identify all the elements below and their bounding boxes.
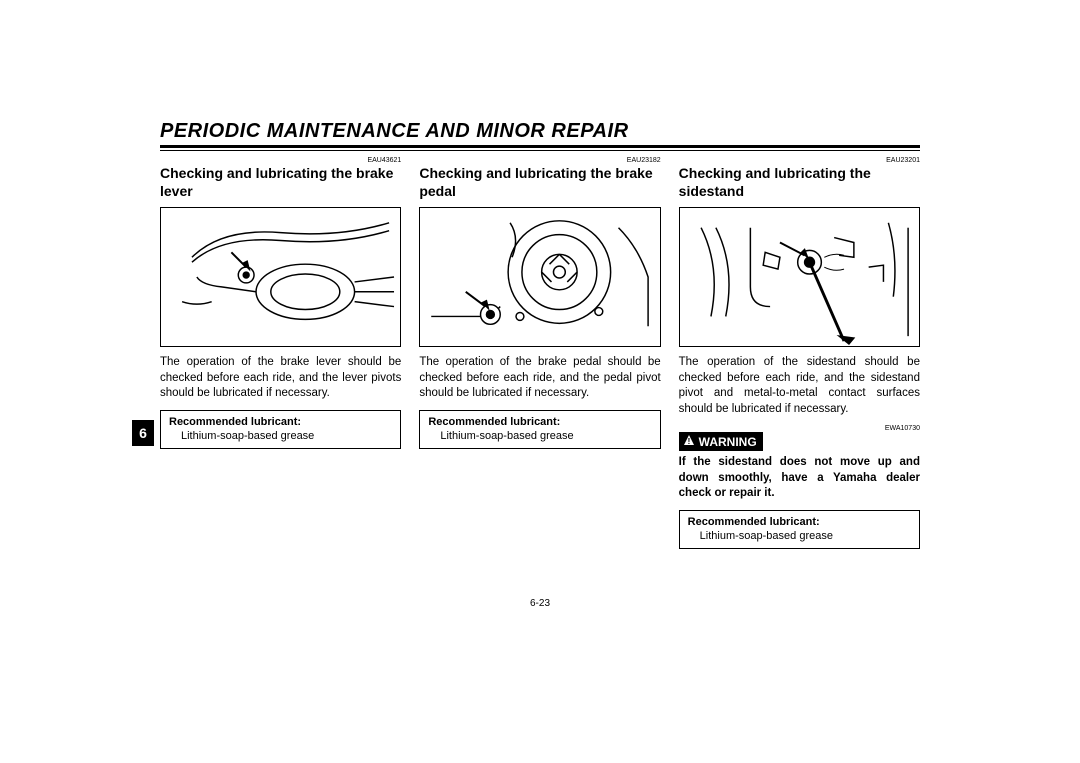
brake-lever-illustration — [160, 207, 401, 347]
lubricant-value: Lithium-soap-based grease — [169, 429, 392, 444]
lubricant-box: Recommended lubricant: Lithium-soap-base… — [679, 510, 920, 550]
lubricant-label: Recommended lubricant: — [169, 415, 392, 430]
brake-pedal-svg — [420, 208, 659, 346]
body-text: The operation of the brake lever should … — [160, 355, 401, 402]
page-title: PERIODIC MAINTENANCE AND MINOR REPAIR — [160, 120, 920, 148]
column-brake-lever: EAU43621 Checking and lubricating the br… — [160, 157, 401, 549]
lubricant-label: Recommended lubricant: — [688, 515, 911, 530]
column-brake-pedal: EAU23182 Checking and lubricating the br… — [419, 157, 660, 549]
brake-lever-svg — [161, 208, 400, 346]
sidestand-svg — [680, 208, 919, 346]
page-number: 6-23 — [530, 598, 550, 609]
doc-code: EAU23182 — [419, 157, 660, 164]
warning-badge: ! WARNING — [679, 432, 763, 451]
lubricant-value: Lithium-soap-based grease — [428, 429, 651, 444]
svg-text:!: ! — [687, 437, 690, 446]
lubricant-label: Recommended lubricant: — [428, 415, 651, 430]
heading-rule — [160, 150, 920, 151]
doc-code: EAU23201 — [679, 157, 920, 164]
content-columns: EAU43621 Checking and lubricating the br… — [160, 157, 920, 549]
section-heading: Checking and lubricating the sidestand — [679, 165, 920, 201]
body-text: The operation of the brake pedal should … — [419, 355, 660, 402]
section-heading: Checking and lubricating the brake lever — [160, 165, 401, 201]
warning-row: ! WARNING — [679, 432, 920, 451]
warning-triangle-icon: ! — [683, 434, 695, 449]
section-heading: Checking and lubricating the brake pedal — [419, 165, 660, 201]
sidestand-illustration — [679, 207, 920, 347]
warning-code: EWA10730 — [679, 425, 920, 432]
warning-label-text: WARNING — [699, 435, 757, 449]
doc-code: EAU43621 — [160, 157, 401, 164]
chapter-tab: 6 — [132, 420, 154, 446]
lubricant-value: Lithium-soap-based grease — [688, 529, 911, 544]
column-sidestand: EAU23201 Checking and lubricating the si… — [679, 157, 920, 549]
manual-page: 6 PERIODIC MAINTENANCE AND MINOR REPAIR … — [160, 120, 920, 549]
lubricant-box: Recommended lubricant: Lithium-soap-base… — [160, 410, 401, 450]
lubricant-box: Recommended lubricant: Lithium-soap-base… — [419, 410, 660, 450]
body-text: The operation of the sidestand should be… — [679, 355, 920, 417]
brake-pedal-illustration — [419, 207, 660, 347]
warning-text: If the sidestand does not move up and do… — [679, 455, 920, 502]
